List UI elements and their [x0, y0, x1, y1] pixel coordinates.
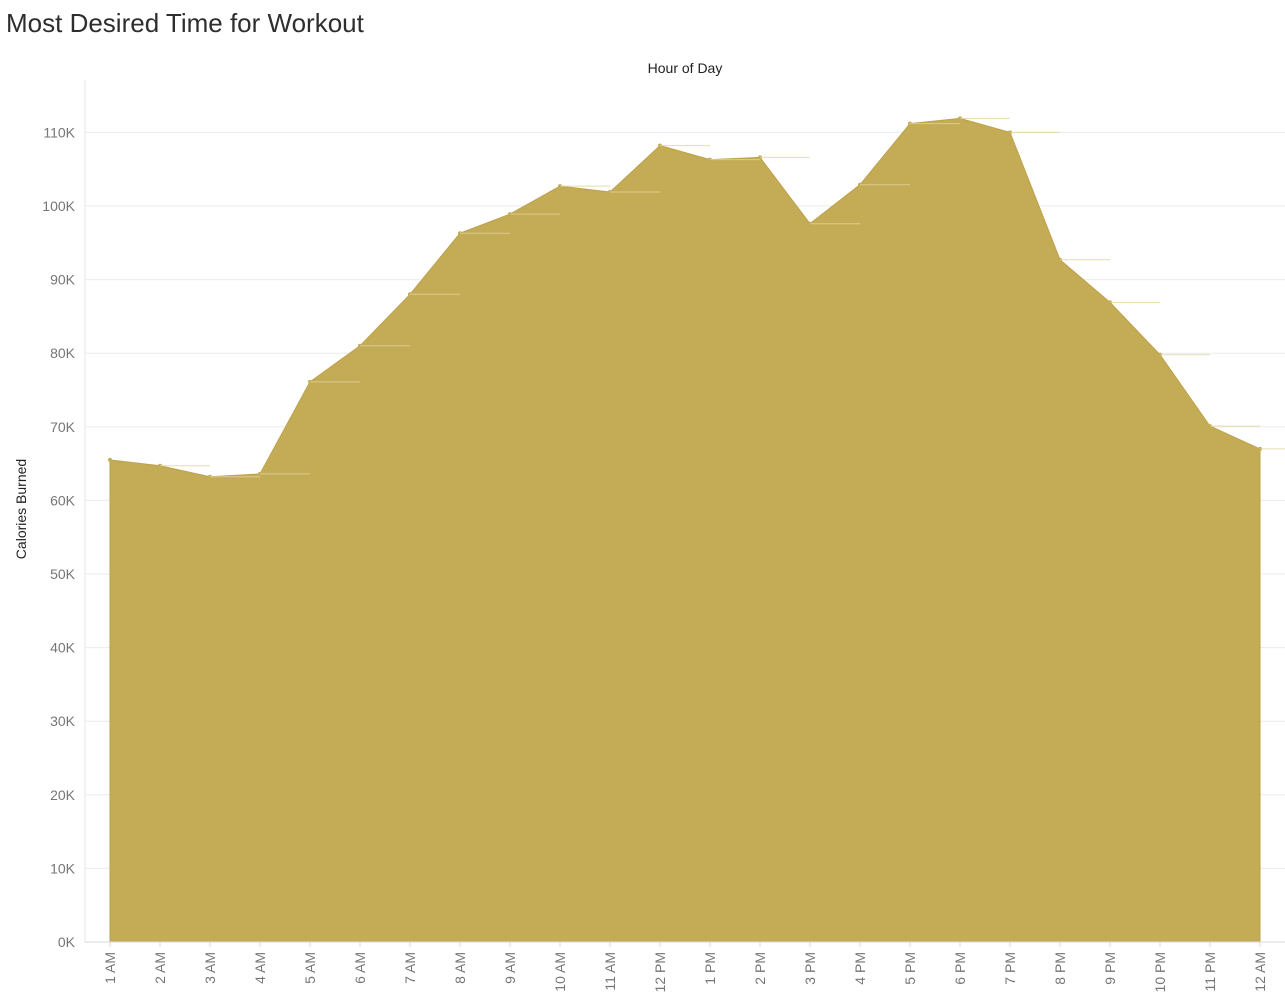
x-tick-label: 3 AM [202, 952, 218, 984]
y-tick-label: 110K [43, 124, 75, 140]
y-tick-label: 90K [50, 272, 76, 288]
x-tick-label: 6 PM [952, 952, 968, 985]
y-tick-label: 10K [50, 860, 76, 876]
y-tick-label: 70K [50, 419, 76, 435]
y-tick-label: 80K [50, 345, 76, 361]
y-tick-label: 30K [50, 713, 76, 729]
x-tick-label: 9 PM [1102, 952, 1118, 985]
x-tick-label: 8 AM [452, 952, 468, 984]
x-tick-label: 10 PM [1152, 952, 1168, 992]
x-tick-label: 5 AM [302, 952, 318, 984]
x-tick-label: 8 PM [1052, 952, 1068, 985]
x-tick-label: 6 AM [352, 952, 368, 984]
x-tick-label: 1 PM [702, 952, 718, 985]
x-tick-label: 2 AM [152, 952, 168, 984]
data-point [108, 457, 112, 462]
x-tick-label: 2 PM [752, 952, 768, 985]
x-tick-label: 4 PM [852, 952, 868, 985]
x-axis-title: Hour of Day [648, 60, 723, 76]
y-tick-label: 40K [50, 640, 76, 656]
y-tick-label: 20K [50, 787, 76, 803]
x-axis: 1 AM 2 AM 3 AM 4 AM 5 AM 6 AM 7 AM 8 AM 9 AM 10 A… [102, 942, 1268, 992]
y-axis: 0K 10K 20K 30K 40K 50K 60K 70K 80K 90K 100K 110K [42, 124, 75, 950]
x-tick-label: 10 AM [552, 952, 568, 992]
y-tick-label: 0K [58, 934, 76, 950]
x-tick-label: 1 AM [102, 952, 118, 984]
area-layer [85, 116, 1285, 943]
x-tick-label: 3 PM [802, 952, 818, 985]
chart-title: Most Desired Time for Workout [6, 8, 364, 38]
x-tick-label: 11 PM [1202, 952, 1218, 991]
x-tick-label: 12 AM [1252, 952, 1268, 992]
x-tick-label: 12 PM [652, 952, 668, 992]
y-tick-label: 60K [50, 492, 76, 508]
x-tick-label: 11 AM [602, 952, 618, 991]
area-series [109, 117, 1261, 943]
x-tick-label: 9 AM [502, 952, 518, 984]
y-axis-title: Calories Burned [13, 459, 29, 559]
x-tick-label: 7 AM [402, 952, 418, 984]
x-tick-label: 7 PM [1002, 952, 1018, 985]
y-tick-label: 50K [50, 566, 76, 582]
y-tick-label: 100K [42, 198, 75, 214]
x-tick-label: 5 PM [902, 952, 918, 985]
x-tick-label: 4 AM [252, 952, 268, 984]
